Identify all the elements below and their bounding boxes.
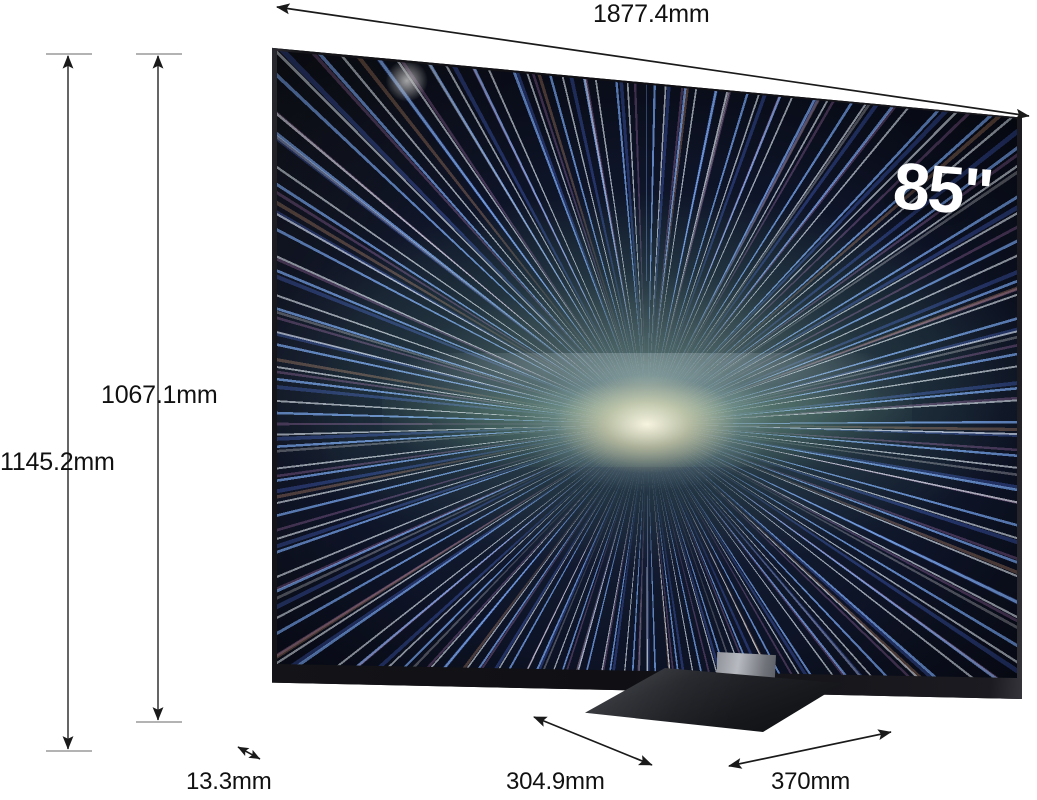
- width-dimension-label: 1877.4mm: [593, 0, 710, 28]
- tv-screen: [277, 50, 1017, 679]
- screen-size-badge: 85": [890, 148, 995, 230]
- depth-dimension-label: 13.3mm: [186, 768, 272, 795]
- total-height-dimension-label: 1145.2mm: [0, 448, 115, 476]
- stand-depth-dimension-label: 304.9mm: [506, 768, 605, 795]
- stand-width-dimension-label: 370mm: [771, 768, 851, 795]
- stadium-field: [381, 352, 913, 468]
- screen-image: [277, 50, 1017, 679]
- panel-height-dimension-label: 1067.1mm: [101, 381, 218, 409]
